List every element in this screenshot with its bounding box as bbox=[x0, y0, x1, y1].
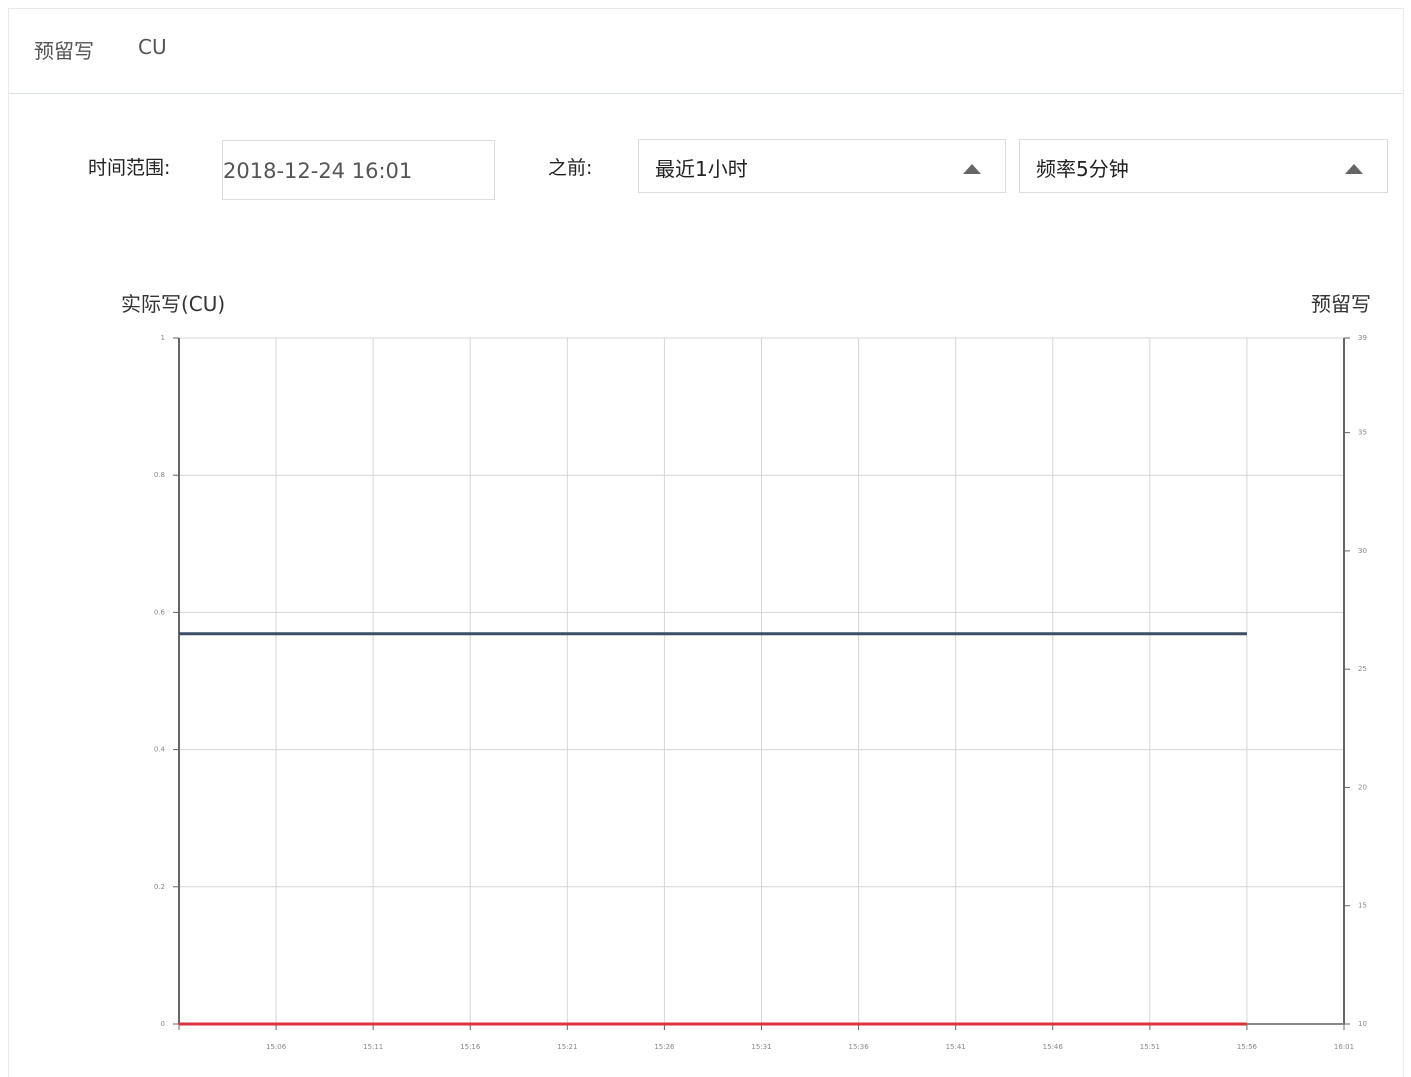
x-axis-tick-label: 15:16 bbox=[460, 1043, 481, 1051]
x-axis-tick-label: 15:51 bbox=[1140, 1043, 1160, 1051]
header-title: 预留写 bbox=[34, 39, 94, 63]
before-label: 之前: bbox=[548, 157, 593, 179]
x-axis-tick-label: 15:46 bbox=[1043, 1043, 1064, 1051]
left-axis-tick-label: 1 bbox=[161, 334, 165, 342]
caret-up-icon bbox=[963, 164, 981, 174]
right-axis-tick-label: 35 bbox=[1358, 429, 1367, 437]
frequency-select-value: 频率5分钟 bbox=[1036, 157, 1129, 181]
right-axis-tick-label: 20 bbox=[1358, 783, 1367, 791]
frequency-select[interactable]: 频率5分钟 bbox=[1019, 139, 1388, 193]
x-axis-tick-label: 15:31 bbox=[751, 1043, 771, 1051]
right-axis-tick-label: 10 bbox=[1358, 1020, 1367, 1028]
x-axis-tick-label: 15:36 bbox=[848, 1043, 869, 1051]
period-select-value: 最近1小时 bbox=[655, 157, 748, 181]
right-axis-title: 预留写 bbox=[1311, 292, 1371, 316]
caret-up-icon bbox=[1345, 164, 1363, 174]
right-axis-tick-label: 30 bbox=[1358, 547, 1367, 555]
x-axis-tick-label: 16:01 bbox=[1334, 1043, 1354, 1051]
x-axis-tick-label: 15:06 bbox=[266, 1043, 287, 1051]
time-range-field[interactable] bbox=[222, 140, 495, 200]
time-range-label: 时间范围: bbox=[88, 157, 171, 179]
right-axis-tick-label: 39 bbox=[1358, 334, 1367, 342]
time-range-input[interactable] bbox=[223, 141, 494, 199]
period-select[interactable]: 最近1小时 bbox=[638, 139, 1006, 193]
left-axis-tick-label: 0.6 bbox=[154, 608, 166, 616]
right-axis-tick-label: 15 bbox=[1358, 902, 1367, 910]
left-axis-tick-label: 0.2 bbox=[154, 883, 165, 891]
left-axis-title: 实际写(CU) bbox=[121, 292, 226, 316]
x-axis-tick-label: 15:26 bbox=[654, 1043, 675, 1051]
right-axis-tick-label: 25 bbox=[1358, 665, 1367, 673]
x-axis-tick-label: 15:56 bbox=[1237, 1043, 1258, 1051]
x-axis-tick-label: 15:21 bbox=[557, 1043, 577, 1051]
left-axis-tick-label: 0.4 bbox=[154, 746, 166, 754]
x-axis-tick-label: 15:11 bbox=[363, 1043, 383, 1051]
header-unit: CU bbox=[138, 35, 167, 59]
panel-header: 预留写 CU bbox=[9, 9, 1403, 94]
left-axis-tick-label: 0.8 bbox=[154, 471, 165, 479]
x-axis-tick-label: 15:41 bbox=[946, 1043, 966, 1051]
left-axis-tick-label: 0 bbox=[161, 1020, 165, 1028]
